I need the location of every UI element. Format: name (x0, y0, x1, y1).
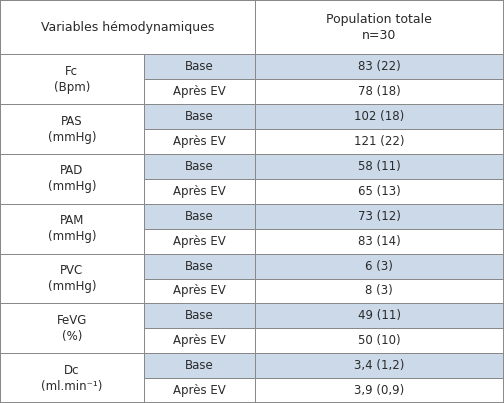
Text: Variables hémodynamiques: Variables hémodynamiques (41, 21, 214, 34)
Text: 8 (3): 8 (3) (365, 285, 393, 297)
Text: 49 (11): 49 (11) (358, 310, 401, 322)
Bar (0, 253, 144, 303)
Text: Base: Base (184, 260, 214, 272)
Text: Base: Base (184, 160, 214, 173)
Bar (144, 54, 255, 79)
Text: 83 (22): 83 (22) (358, 60, 401, 73)
Bar (0, 154, 144, 204)
Bar (0, 104, 144, 154)
Text: Base: Base (184, 110, 214, 123)
Text: 78 (18): 78 (18) (358, 85, 401, 98)
Text: Base: Base (184, 60, 214, 73)
Bar (144, 179, 255, 204)
Bar (255, 278, 504, 303)
Text: PAM
(mmHg): PAM (mmHg) (47, 214, 96, 243)
Text: 121 (22): 121 (22) (354, 135, 405, 148)
Text: PVC
(mmHg): PVC (mmHg) (47, 264, 96, 293)
Bar (0, 303, 144, 353)
Bar (144, 353, 255, 378)
Bar (255, 129, 504, 154)
Bar (255, 204, 504, 229)
Bar (255, 253, 504, 278)
Bar (144, 104, 255, 129)
Bar (0, 0, 255, 54)
Bar (144, 79, 255, 104)
Bar (255, 79, 504, 104)
Text: 50 (10): 50 (10) (358, 334, 401, 347)
Bar (255, 328, 504, 353)
Bar (255, 303, 504, 328)
Text: FeVG
(%): FeVG (%) (56, 314, 87, 343)
Text: Base: Base (184, 359, 214, 372)
Text: Après EV: Après EV (173, 85, 225, 98)
Text: Après EV: Après EV (173, 235, 225, 248)
Bar (144, 253, 255, 278)
Text: Après EV: Après EV (173, 185, 225, 198)
Bar (255, 229, 504, 253)
Bar (255, 154, 504, 179)
Bar (255, 0, 504, 54)
Text: 6 (3): 6 (3) (365, 260, 393, 272)
Bar (0, 54, 144, 104)
Text: 58 (11): 58 (11) (358, 160, 401, 173)
Bar (144, 378, 255, 403)
Text: Dc
(ml.min⁻¹): Dc (ml.min⁻¹) (41, 364, 102, 393)
Text: 3,9 (0,9): 3,9 (0,9) (354, 384, 404, 397)
Text: Population totale
n=30: Population totale n=30 (326, 13, 432, 42)
Text: Fc
(Bpm): Fc (Bpm) (53, 65, 90, 94)
Bar (144, 154, 255, 179)
Bar (0, 353, 144, 403)
Bar (0, 204, 144, 253)
Text: Après EV: Après EV (173, 384, 225, 397)
Text: 3,4 (1,2): 3,4 (1,2) (354, 359, 404, 372)
Text: 102 (18): 102 (18) (354, 110, 404, 123)
Bar (255, 54, 504, 79)
Text: Après EV: Après EV (173, 135, 225, 148)
Bar (255, 378, 504, 403)
Bar (144, 229, 255, 253)
Bar (255, 353, 504, 378)
Bar (144, 303, 255, 328)
Text: Base: Base (184, 310, 214, 322)
Text: 65 (13): 65 (13) (358, 185, 401, 198)
Bar (144, 328, 255, 353)
Bar (255, 179, 504, 204)
Text: PAS
(mmHg): PAS (mmHg) (47, 114, 96, 143)
Bar (144, 278, 255, 303)
Text: Après EV: Après EV (173, 334, 225, 347)
Bar (144, 129, 255, 154)
Text: PAD
(mmHg): PAD (mmHg) (47, 164, 96, 193)
Text: Base: Base (184, 210, 214, 223)
Text: 83 (14): 83 (14) (358, 235, 401, 248)
Bar (255, 104, 504, 129)
Bar (144, 204, 255, 229)
Text: Après EV: Après EV (173, 285, 225, 297)
Text: 73 (12): 73 (12) (358, 210, 401, 223)
